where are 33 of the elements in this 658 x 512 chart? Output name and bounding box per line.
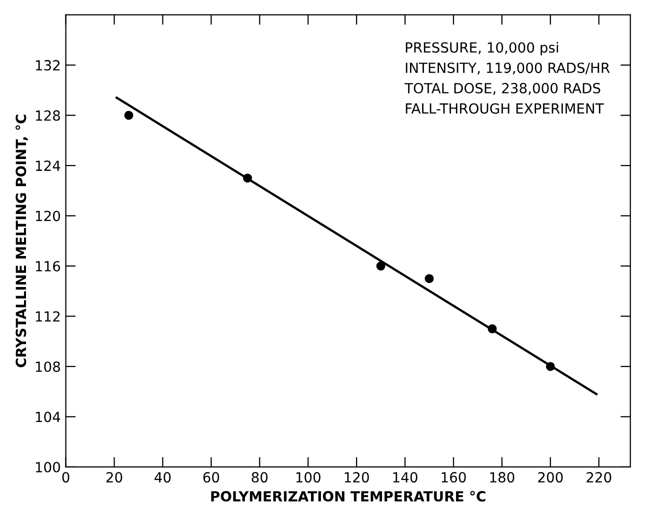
point xyxy=(546,362,555,371)
x-tick-label: 0 xyxy=(62,472,70,483)
point xyxy=(376,262,386,271)
annotation: FALL-THROUGH EXPERIMENT xyxy=(406,103,604,114)
point xyxy=(124,110,134,120)
x-tick-label: 80 xyxy=(252,472,268,483)
y-tick-label: 100 xyxy=(36,462,60,472)
point xyxy=(488,324,497,334)
x-tick-label: 100 xyxy=(296,472,320,483)
y-tick-label: 108 xyxy=(36,361,60,372)
x-tick-label: 140 xyxy=(393,472,418,483)
annotation: TOTAL DOSE, 238,000 RADS xyxy=(404,82,600,95)
x-tick-label: 120 xyxy=(344,472,369,483)
x-tick-label: 160 xyxy=(442,472,466,483)
y-tick-label: 128 xyxy=(36,110,60,121)
x-tick-label: 20 xyxy=(106,472,122,483)
x-tick-label: 180 xyxy=(490,472,514,483)
x-tick-label: 200 xyxy=(538,472,563,483)
y-tick-label: 104 xyxy=(36,412,60,422)
y-tick-label: 112 xyxy=(36,311,60,322)
point xyxy=(424,274,434,284)
x-tick-label: 220 xyxy=(586,472,612,483)
y-axis-title: CRYSTALLINE MELTING POINT, °C xyxy=(16,114,28,368)
x-tick-label: 40 xyxy=(154,472,171,483)
x-axis-title: POLYMERIZATION TEMPERATURE °C xyxy=(211,490,486,502)
y-tick-label: 120 xyxy=(36,210,60,222)
annotation: INTENSITY, 119,000 RADS/HR xyxy=(406,62,610,74)
annotation: PRESSURE, 10,000 psi xyxy=(406,42,558,56)
y-tick-label: 124 xyxy=(36,160,60,171)
point xyxy=(243,174,252,183)
y-tick-label: 132 xyxy=(36,60,60,71)
y-tick-label: 116 xyxy=(36,260,60,272)
x-tick-label: 60 xyxy=(203,472,220,483)
